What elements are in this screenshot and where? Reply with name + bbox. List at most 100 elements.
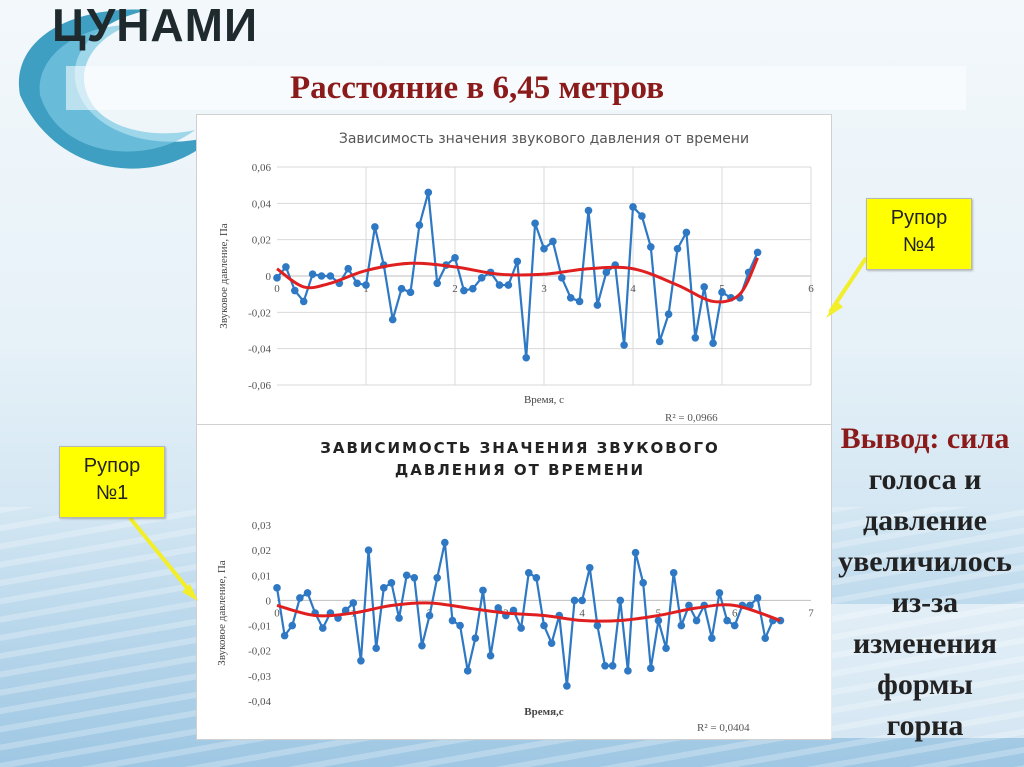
data-point bbox=[549, 237, 557, 246]
data-point bbox=[624, 667, 632, 675]
data-point bbox=[495, 281, 504, 289]
chart-title: ЗАВИСИМОСТЬ ЗНАЧЕНИЯ ЗВУКОВОГО ДАВЛЕНИЯ О… bbox=[320, 439, 720, 479]
conclusion-line: из-за bbox=[891, 586, 959, 619]
x-tick-label: 3 bbox=[541, 283, 547, 295]
arrow-horn-1 bbox=[128, 516, 194, 596]
x-tick-label: 1 bbox=[363, 283, 369, 295]
data-point bbox=[504, 281, 513, 289]
data-point bbox=[486, 651, 495, 660]
data-point bbox=[540, 244, 548, 253]
chart-horn-1-svg: ЗАВИСИМОСТЬ ЗНАЧЕНИЯ ЗВУКОВОГО ДАВЛЕНИЯ О… bbox=[216, 439, 814, 734]
data-point bbox=[353, 279, 361, 288]
y-axis-title: Звуковое давление, Па bbox=[216, 560, 228, 665]
y-tick-label: 0,01 bbox=[252, 570, 271, 582]
data-point bbox=[318, 624, 327, 632]
data-point bbox=[662, 644, 670, 652]
conclusion-line: изменения bbox=[852, 627, 998, 660]
data-point bbox=[469, 284, 477, 293]
data-point bbox=[524, 568, 533, 577]
data-point bbox=[620, 341, 628, 349]
data-point bbox=[308, 270, 317, 278]
data-point bbox=[593, 621, 602, 630]
r-squared-label: R² = 0,0404 bbox=[697, 722, 750, 734]
data-point bbox=[601, 662, 609, 670]
data-point bbox=[291, 286, 299, 295]
trend-line bbox=[276, 601, 781, 623]
data-point bbox=[288, 621, 297, 630]
data-point bbox=[344, 264, 352, 273]
data-point bbox=[388, 315, 397, 324]
chart-horn-4-svg: Зависимость значения звукового давления … bbox=[218, 131, 814, 424]
chart-title: Зависимость значения звукового давления … bbox=[339, 131, 749, 147]
slide-title: Расстояние в 6,45 метров bbox=[290, 70, 665, 106]
data-point bbox=[708, 634, 716, 642]
data-point bbox=[395, 614, 403, 622]
data-point bbox=[566, 294, 575, 302]
data-point bbox=[410, 574, 419, 582]
y-tick-label: -0,02 bbox=[248, 646, 271, 658]
data-point bbox=[638, 212, 646, 220]
y-tick-label: 0,02 bbox=[252, 235, 271, 247]
data-point bbox=[418, 641, 426, 650]
x-tick-label: 6 bbox=[808, 283, 814, 295]
data-point bbox=[629, 203, 637, 211]
data-point bbox=[282, 263, 290, 271]
data-point bbox=[364, 546, 373, 554]
data-point bbox=[578, 596, 586, 605]
data-point bbox=[397, 284, 406, 293]
data-point bbox=[664, 310, 673, 318]
chart-horn-1: ЗАВИСИМОСТЬ ЗНАЧЕНИЯ ЗВУКОВОГО ДАВЛЕНИЯ О… bbox=[196, 424, 832, 740]
conclusion-panel bbox=[830, 604, 1024, 738]
data-point bbox=[753, 594, 762, 602]
y-tick-label: 0,03 bbox=[252, 520, 272, 532]
y-tick-label: -0,06 bbox=[248, 380, 271, 392]
data-point bbox=[616, 596, 625, 605]
callout-horn-1-text: Рупор №1 bbox=[83, 455, 141, 504]
data-point bbox=[415, 221, 424, 229]
data-point bbox=[296, 594, 304, 602]
data-point bbox=[654, 616, 663, 625]
data-point bbox=[575, 297, 584, 306]
data-point bbox=[477, 274, 486, 282]
data-point bbox=[517, 624, 525, 632]
data-point bbox=[677, 621, 686, 630]
r-squared-label: R² = 0,0966 bbox=[665, 412, 718, 424]
y-tick-label: 0 bbox=[266, 595, 272, 607]
data-point bbox=[608, 662, 617, 670]
data-point bbox=[709, 339, 717, 348]
data-point bbox=[372, 644, 380, 652]
x-tick-label: 7 bbox=[808, 607, 814, 619]
data-point bbox=[563, 682, 571, 690]
callout-horn-4-text: Рупор №4 bbox=[890, 207, 948, 256]
data-point bbox=[631, 548, 640, 557]
data-point bbox=[522, 353, 530, 362]
chart-horn-4: Зависимость значения звукового давления … bbox=[196, 114, 832, 426]
data-point bbox=[424, 188, 433, 197]
y-tick-label: 0,02 bbox=[252, 545, 271, 557]
data-point bbox=[585, 563, 594, 572]
data-point bbox=[531, 219, 539, 228]
data-point bbox=[570, 596, 579, 605]
conclusion-line: увеличилось bbox=[838, 545, 1012, 578]
data-point bbox=[723, 616, 731, 625]
x-tick-label: 0 bbox=[274, 283, 280, 295]
data-point bbox=[479, 586, 487, 595]
data-point bbox=[387, 579, 396, 587]
data-point bbox=[639, 579, 647, 587]
data-point bbox=[593, 301, 602, 309]
data-point bbox=[647, 664, 655, 673]
arrow-head-horn-4 bbox=[826, 300, 843, 318]
data-point bbox=[761, 634, 770, 642]
data-point bbox=[673, 244, 682, 253]
data-point bbox=[451, 254, 459, 262]
data-point bbox=[669, 568, 678, 577]
conclusion-line: формы bbox=[877, 668, 973, 701]
data-point bbox=[317, 272, 326, 280]
x-tick-label: 0 bbox=[274, 607, 280, 619]
data-point bbox=[682, 228, 691, 237]
callout-horn-1: Рупор №1 bbox=[59, 446, 165, 518]
y-tick-label: -0,02 bbox=[248, 307, 271, 319]
data-point bbox=[685, 601, 693, 610]
y-tick-label: -0,04 bbox=[248, 344, 271, 356]
